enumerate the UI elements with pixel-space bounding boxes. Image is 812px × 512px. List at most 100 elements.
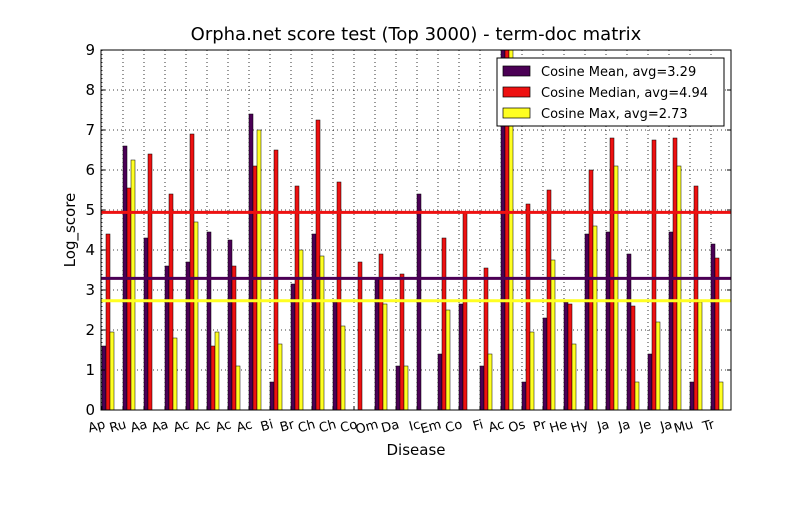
bar — [172, 337, 178, 411]
x-tick-label: Ac — [193, 417, 212, 436]
x-tick-label: Ac — [172, 417, 191, 436]
bar — [458, 303, 464, 411]
bar — [588, 169, 594, 411]
y-tick-label: 6 — [85, 161, 95, 179]
bar — [483, 267, 489, 411]
legend-label: Cosine Median, avg=4.94 — [541, 86, 708, 101]
bar — [248, 113, 254, 411]
bar — [269, 381, 275, 411]
bar — [109, 331, 115, 411]
y-axis-label: Log_score — [61, 193, 80, 268]
bar — [647, 353, 653, 411]
legend-label: Cosine Mean, avg=3.29 — [541, 65, 696, 80]
x-tick-label: Ap — [87, 417, 107, 436]
x-tick-label: Ac — [235, 417, 254, 436]
y-tick-label: 2 — [85, 321, 95, 339]
bar — [231, 265, 237, 411]
bar — [374, 277, 380, 411]
x-tick-label: Pr — [532, 417, 549, 435]
x-tick-label: Ru — [108, 417, 128, 436]
bar — [689, 381, 695, 411]
bar — [445, 309, 451, 411]
x-tick-label: Ac — [214, 417, 233, 436]
x-tick-label: Ic — [408, 417, 422, 434]
x-tick-label: Ja — [658, 417, 674, 435]
bar — [193, 221, 199, 411]
bar — [294, 185, 300, 411]
bar — [529, 331, 535, 411]
bar — [105, 233, 111, 411]
bar — [676, 165, 682, 411]
chart-title: Orpha.net score test (Top 3000) - term-d… — [191, 24, 642, 45]
legend-swatch — [502, 65, 531, 77]
x-tick-label: Co — [339, 417, 359, 436]
bar — [189, 133, 195, 411]
bar — [487, 353, 493, 411]
x-tick-label: Om — [354, 417, 380, 437]
legend-label: Cosine Max, avg=2.73 — [541, 107, 688, 122]
x-tick-label: Aa — [129, 417, 149, 436]
bar — [101, 345, 107, 411]
x-axis-label: Disease — [387, 441, 446, 459]
bar — [571, 343, 577, 411]
bar — [714, 257, 720, 411]
bar — [592, 225, 598, 411]
y-tick-label: 8 — [85, 81, 95, 99]
bar — [542, 317, 548, 411]
y-tick-label: 7 — [85, 121, 95, 139]
bar — [214, 331, 220, 411]
x-tick-label: Ac — [487, 417, 506, 436]
bar — [718, 381, 724, 411]
x-tick-label: Je — [637, 417, 653, 435]
bar — [462, 211, 468, 411]
bar — [273, 149, 279, 411]
bar — [479, 365, 485, 411]
bar — [252, 165, 258, 411]
bar — [164, 265, 170, 411]
bar — [206, 231, 212, 411]
bar — [634, 381, 640, 411]
bar — [525, 203, 531, 411]
x-tick-label: Aa — [150, 417, 170, 436]
bar — [357, 261, 363, 411]
y-tick-label: 4 — [85, 241, 95, 259]
bar — [710, 243, 716, 411]
x-tick-label: Ch — [296, 417, 317, 436]
x-tick-label: He — [548, 417, 569, 436]
x-tick-label: Ja — [595, 417, 611, 435]
bar — [311, 233, 317, 411]
x-tick-label: Mu — [672, 417, 695, 437]
bar — [227, 239, 233, 411]
bar — [567, 303, 573, 411]
bar — [693, 185, 699, 411]
legend-swatch — [502, 86, 531, 98]
plot-frame — [100, 49, 732, 411]
x-tick-label: Os — [507, 417, 528, 436]
bar — [613, 165, 619, 411]
bar — [697, 301, 703, 411]
bar — [437, 353, 443, 411]
bar — [441, 237, 447, 411]
bar — [126, 187, 132, 411]
bar — [210, 345, 216, 411]
y-tick-label: 1 — [85, 361, 95, 379]
bar — [256, 129, 262, 411]
bar — [235, 365, 241, 411]
bar — [336, 181, 342, 411]
y-tick-label: 0 — [85, 401, 95, 419]
legend-box — [496, 57, 725, 127]
bar — [584, 233, 590, 411]
x-tick-label: Da — [380, 417, 401, 436]
bar — [147, 153, 153, 411]
bar — [403, 365, 409, 411]
bar — [277, 343, 283, 411]
bar — [550, 259, 556, 411]
bar — [399, 273, 405, 411]
bar — [290, 283, 296, 411]
bar — [298, 249, 304, 411]
bar — [382, 303, 388, 411]
y-tick-label: 3 — [85, 281, 95, 299]
bar — [340, 325, 346, 411]
bar — [609, 137, 615, 411]
